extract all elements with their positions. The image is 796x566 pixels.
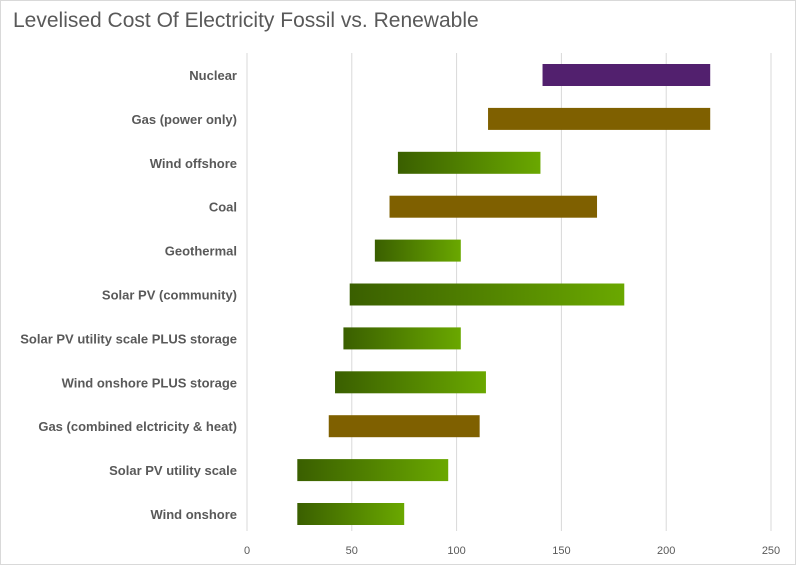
bar-wind-offshore (397, 151, 541, 174)
bar-geothermal (374, 239, 461, 262)
category-label: Wind offshore (150, 156, 237, 171)
bar-coal (389, 195, 598, 218)
bar-gas-combined-elctricity-heat- (328, 415, 480, 438)
x-tick-label: 0 (244, 545, 250, 557)
category-label: Geothermal (165, 244, 237, 259)
chart-title: Levelised Cost Of Electricity Fossil vs.… (13, 9, 479, 32)
category-label: Gas (power only) (132, 112, 237, 127)
bar-wind-onshore (297, 503, 405, 525)
bar-gas-power-only- (488, 107, 711, 130)
bar-solar-pv-community- (349, 283, 625, 306)
x-tick-label: 200 (657, 545, 675, 557)
x-tick-label: 250 (762, 545, 780, 557)
x-tick-label: 150 (552, 545, 570, 557)
category-label: Solar PV utility scale (109, 463, 237, 478)
x-tick-label: 100 (447, 545, 465, 557)
bar-solar-pv-utility-scale-plus-storage (343, 327, 461, 350)
category-label: Solar PV (community) (102, 288, 237, 303)
bar-nuclear (542, 64, 711, 86)
category-label: Solar PV utility scale PLUS storage (20, 331, 237, 346)
category-label: Wind onshore PLUS storage (62, 375, 237, 390)
category-label: Coal (209, 200, 237, 215)
category-label: Wind onshore (150, 507, 237, 522)
category-label: Gas (combined elctricity & heat) (38, 419, 237, 434)
category-label: Nuclear (189, 68, 237, 83)
bar-solar-pv-utility-scale (297, 459, 449, 482)
bar-wind-onshore-plus-storage (335, 371, 486, 394)
x-tick-label: 50 (346, 545, 358, 557)
